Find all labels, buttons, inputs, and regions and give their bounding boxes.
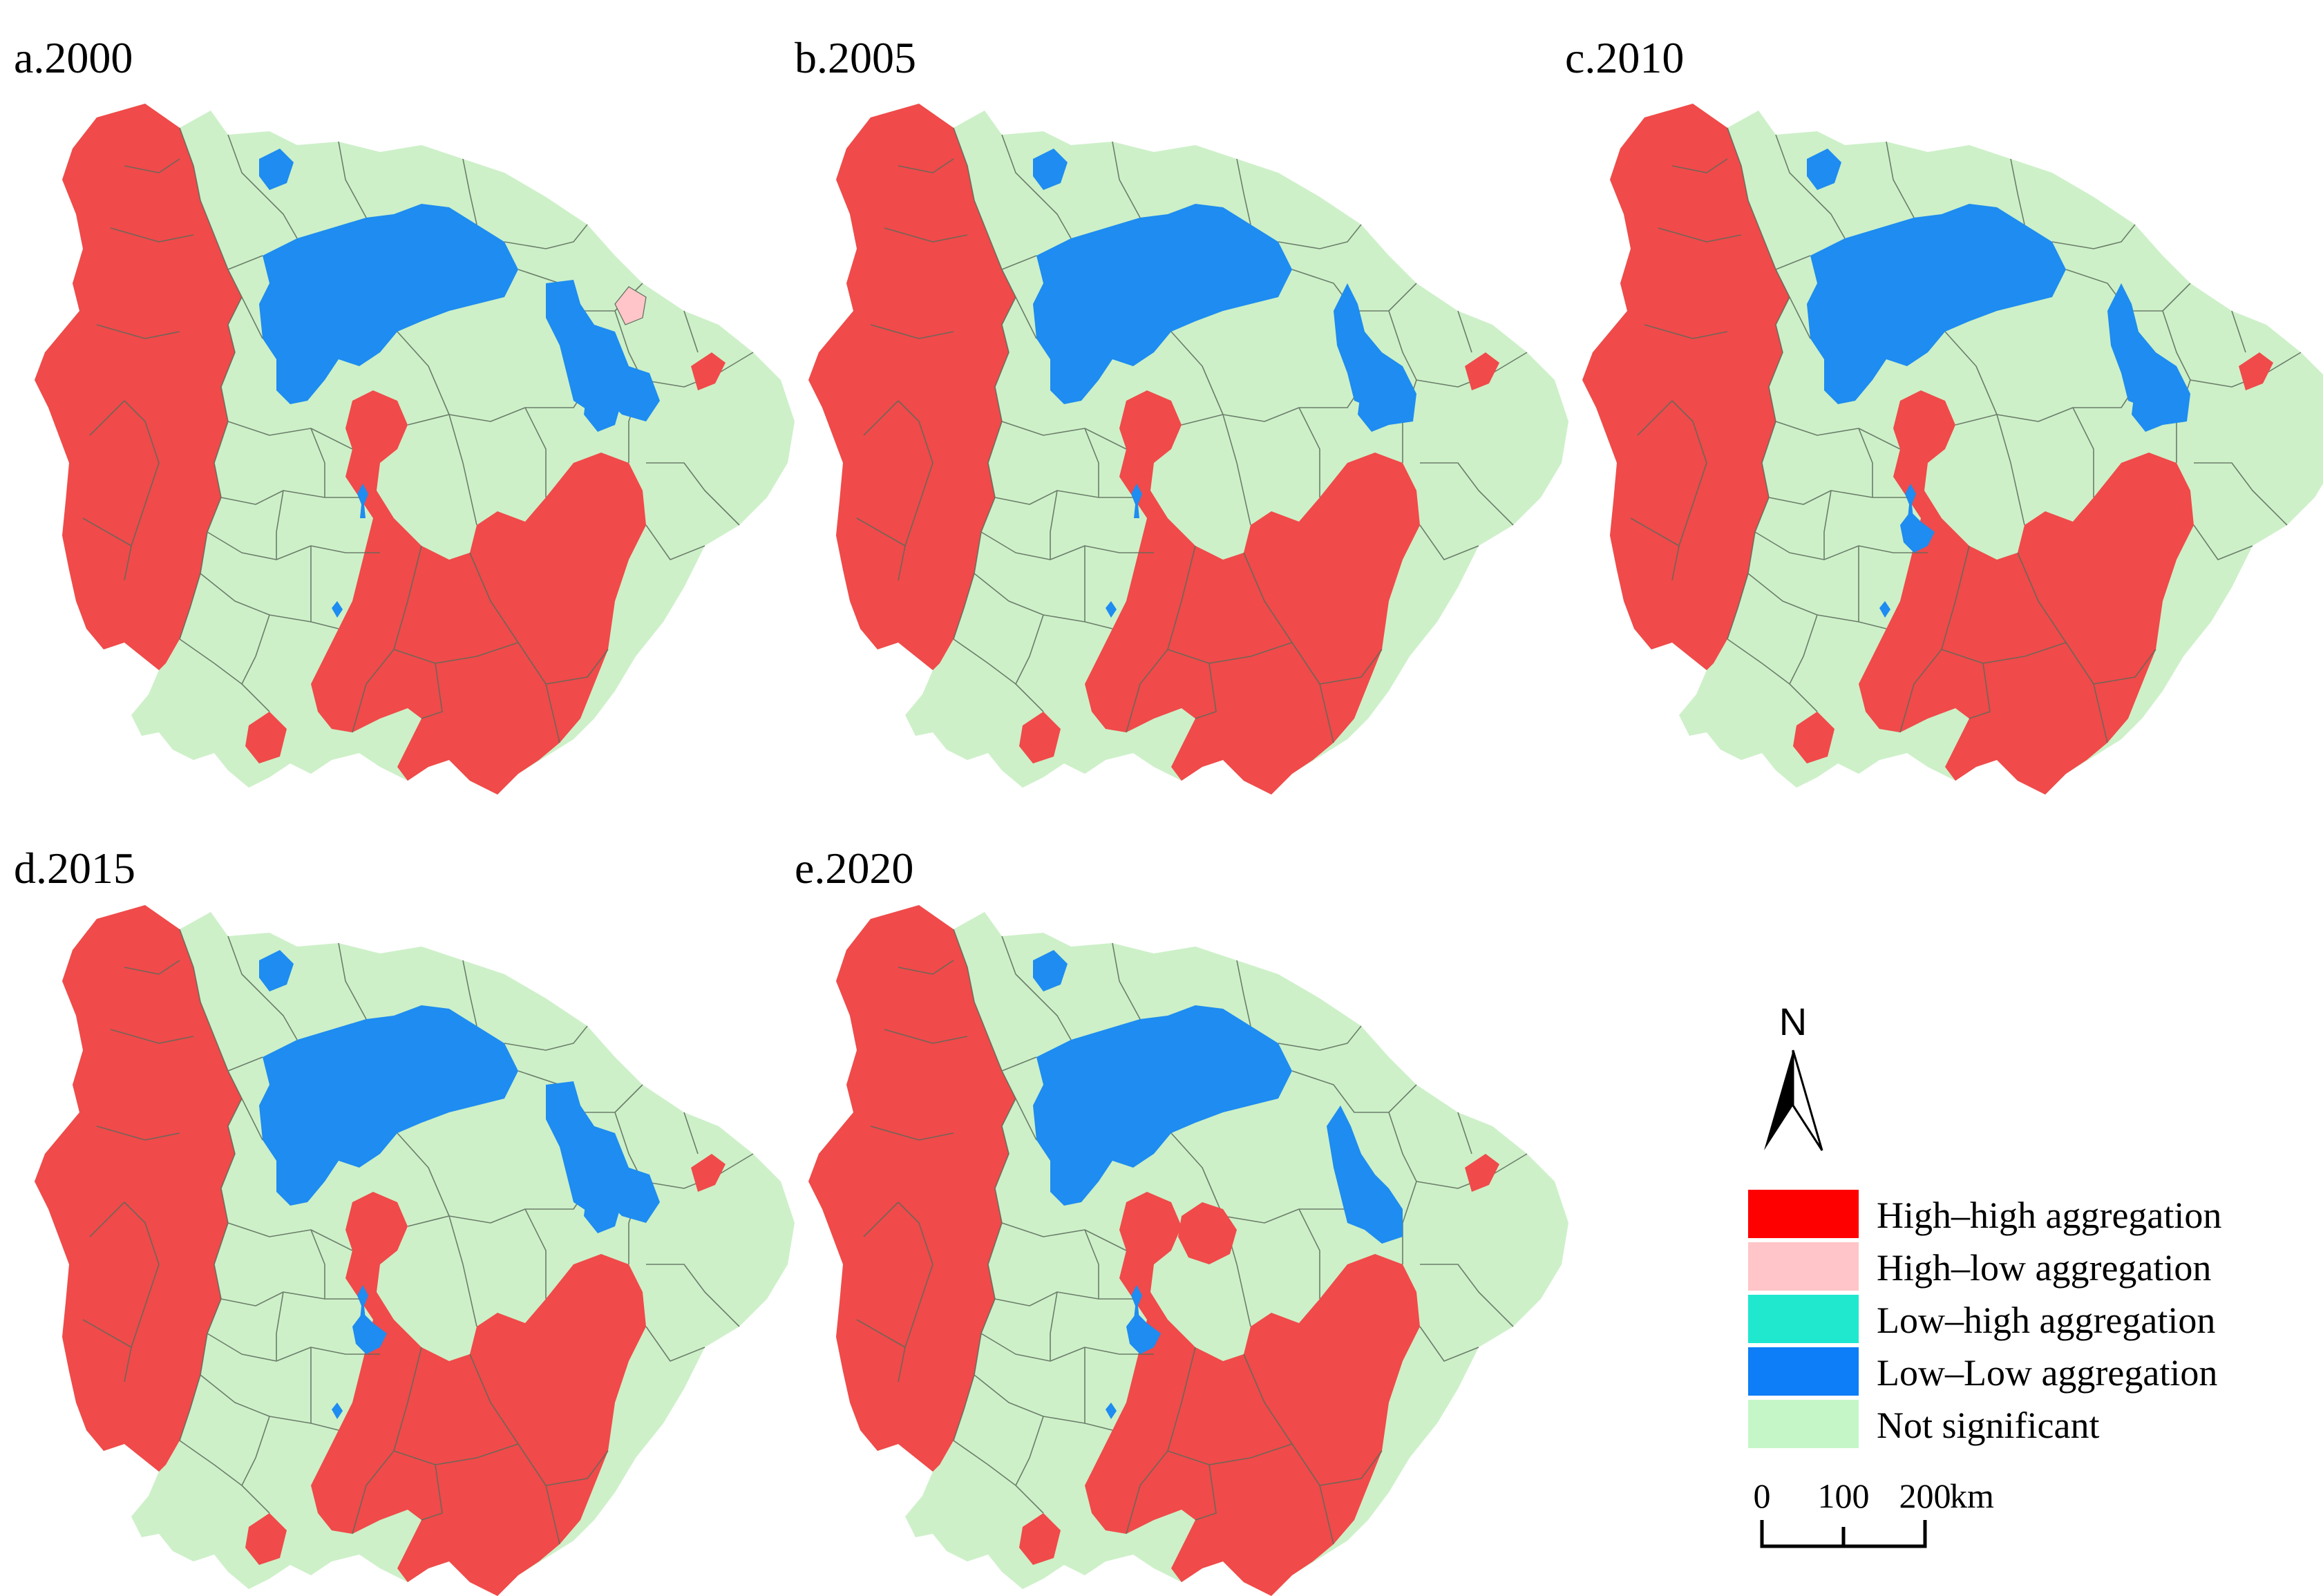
- map-panel-a: [21, 76, 808, 795]
- scale-tick-200: 200: [1899, 1476, 1951, 1515]
- legend-label-low-low: Low–Low aggregation: [1877, 1352, 2218, 1394]
- legend-swatch-low-low: [1748, 1347, 1859, 1396]
- legend-swatch-not-significant: [1748, 1400, 1859, 1448]
- north-arrow-right-half: [1792, 1049, 1823, 1151]
- scale-unit: km: [1950, 1476, 1994, 1515]
- panel-label-a: a.2000: [14, 33, 133, 82]
- panel-label-c: c.2010: [1565, 33, 1685, 82]
- north-arrow-left-half: [1764, 1050, 1793, 1150]
- panel-label-e: e.2020: [795, 844, 914, 893]
- scale-bar-line: [1760, 1520, 1927, 1548]
- north-arrow-label: N: [1779, 1000, 1807, 1043]
- legend-swatch-high-high: [1748, 1190, 1859, 1238]
- map-panel-d: [21, 877, 808, 1596]
- map-panel-e: [795, 877, 1582, 1596]
- panel-label-b: b.2005: [795, 33, 916, 82]
- legend-label-low-high: Low–high aggregation: [1877, 1300, 2216, 1341]
- map-panel-c: [1568, 76, 2323, 795]
- map-panel-b: [795, 76, 1582, 795]
- legend-swatch-high-low: [1748, 1242, 1859, 1291]
- legend-label-high-high: High–high aggregation: [1877, 1195, 2222, 1236]
- scale-tick-0: 0: [1754, 1476, 1771, 1515]
- scale-tick-100: 100: [1818, 1476, 1870, 1515]
- legend-label-not-significant: Not significant: [1877, 1405, 2100, 1446]
- legend-swatch-low-high: [1748, 1295, 1859, 1343]
- legend-label-high-low: High–low aggregation: [1877, 1247, 2212, 1289]
- scale-bar: 0 100 200 km: [1754, 1476, 1994, 1548]
- panel-label-d: d.2015: [14, 844, 135, 893]
- north-arrow: N: [1764, 1000, 1823, 1151]
